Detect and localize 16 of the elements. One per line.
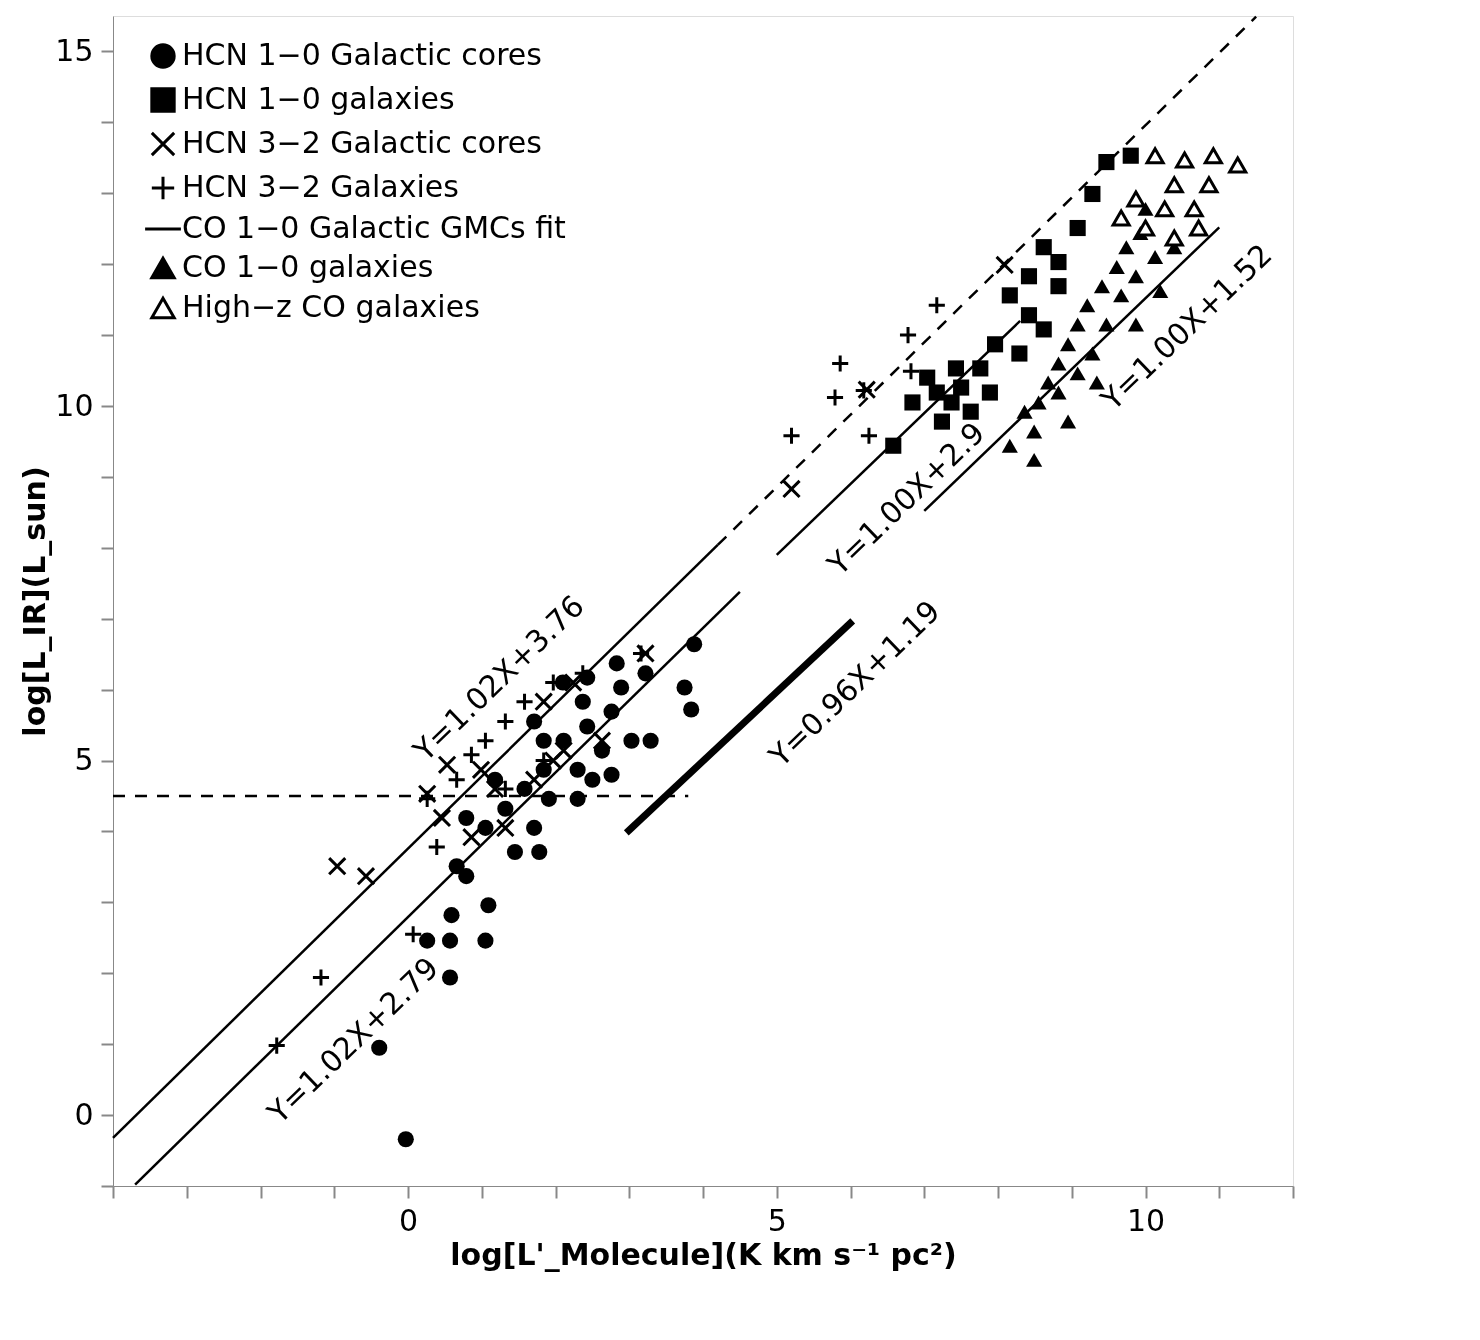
legend-label: CO 1−0 galaxies	[182, 249, 434, 284]
y-tick-label: 15	[55, 32, 94, 68]
x-tick-label: 0	[398, 1202, 419, 1238]
y-tick-label: 5	[74, 742, 94, 778]
legend-label: HCN 1−0 Galactic cores	[182, 37, 542, 72]
x-tick-label: 10	[1126, 1202, 1166, 1238]
legend-label: HCN 1−0 galaxies	[182, 81, 455, 116]
legend-label: CO 1−0 Galactic GMCs fit	[182, 210, 567, 245]
legend-label: HCN 3−2 Galaxies	[182, 169, 459, 204]
x-tick-label: 5	[767, 1202, 787, 1238]
x-axis-title: log[L'_Molecule](K km s⁻¹ pc²)	[450, 1236, 957, 1272]
y-tick-label: 0	[74, 1096, 94, 1132]
y-axis-title: log[L_IR](L_sun)	[17, 466, 53, 737]
legend-label: High−z CO galaxies	[182, 289, 480, 324]
legend-label: HCN 3−2 Galactic cores	[182, 125, 542, 160]
y-tick-label: 10	[55, 387, 94, 423]
